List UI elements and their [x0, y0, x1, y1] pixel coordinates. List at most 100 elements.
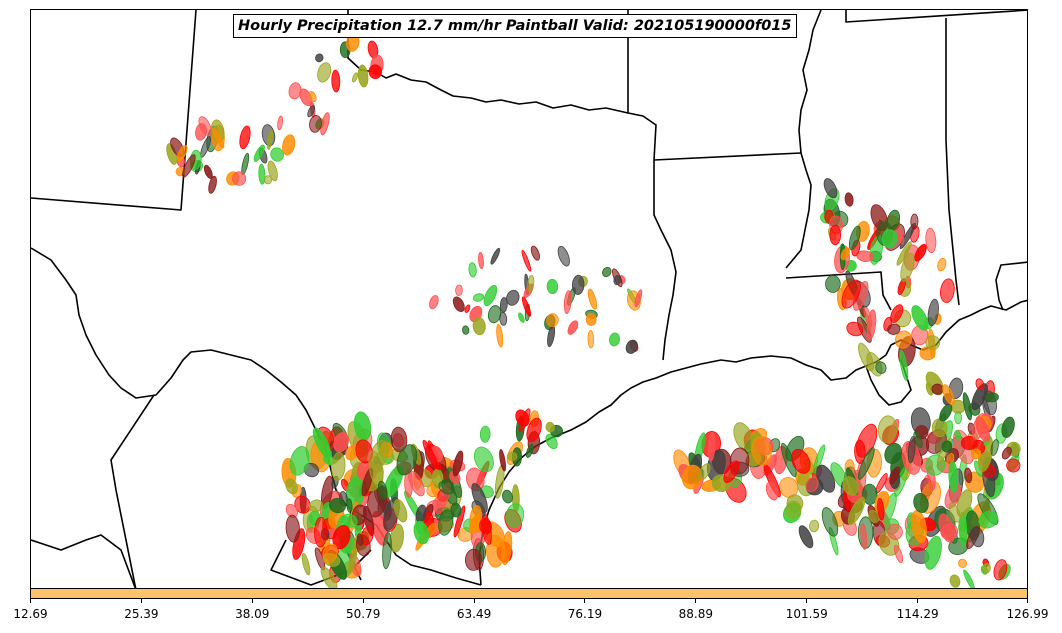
paintball-blob	[948, 461, 959, 493]
paintball-blob	[911, 305, 929, 331]
paintball-blob	[765, 481, 779, 501]
colorbar-tick-label: 38.09	[235, 607, 270, 621]
paintball-blob	[993, 559, 1008, 581]
state-border-nm-tx	[31, 10, 197, 211]
paintball-blob	[479, 425, 491, 443]
paintball-blob	[277, 115, 283, 131]
colorbar-tick-label: 76.19	[567, 607, 603, 621]
paintball-blob	[884, 442, 903, 464]
paintball-blob	[308, 499, 324, 513]
paintball-blob	[937, 257, 947, 272]
paintball-blob	[393, 499, 408, 523]
colorbar-tick	[584, 599, 586, 603]
paintball-blob	[429, 295, 439, 310]
paintball-blob	[899, 349, 909, 381]
paintball-blob	[308, 91, 317, 102]
paintball-blob	[567, 320, 579, 335]
paintball-blob	[322, 543, 338, 564]
colorbar-tick-label: 114.29	[896, 607, 939, 621]
paintball-blob	[881, 229, 898, 248]
paintball-blob	[890, 304, 904, 323]
paintball-blob	[333, 432, 349, 453]
paintball-blob	[857, 447, 875, 480]
colorbar-tick-label: 50.79	[345, 607, 381, 621]
paintball-blob	[924, 535, 942, 570]
paintball-blob	[203, 164, 213, 179]
paintball-blob	[483, 284, 498, 307]
paintball-blob	[825, 275, 841, 293]
paintball-blob	[468, 262, 477, 278]
paintball-blob	[990, 439, 999, 456]
paintball-blob	[478, 252, 484, 270]
paintball-blob	[505, 503, 525, 528]
paintball-blob	[963, 569, 975, 588]
paintball-blob	[707, 431, 716, 462]
paintball-blob	[515, 409, 530, 427]
paintball-blob	[521, 296, 532, 317]
paintball-blob	[464, 304, 471, 313]
paintball-blob	[842, 476, 859, 496]
paintball-blob	[282, 134, 296, 156]
paintball-blob	[462, 325, 470, 335]
paintball-blob	[875, 361, 887, 374]
paintball-blob	[698, 463, 711, 481]
paintball-blob	[301, 553, 311, 576]
paintball-blob	[314, 516, 328, 548]
paintball-blob	[823, 178, 838, 199]
colorbar-tick-label: 12.69	[13, 607, 48, 621]
paintball-blob	[911, 509, 927, 543]
paintball-blob	[357, 64, 369, 88]
colorbar-tick-label: 25.39	[124, 607, 159, 621]
paintball-blob	[848, 225, 861, 251]
paintball-blob	[910, 213, 919, 230]
paintball-blob	[812, 444, 826, 474]
paintball-blob	[471, 482, 488, 514]
paintball-blob	[499, 311, 508, 326]
paintball-blob	[502, 489, 513, 504]
paintball-blob	[958, 558, 967, 568]
map-canvas	[31, 10, 1027, 588]
paintball-blob	[312, 427, 332, 459]
paintball-blob	[307, 105, 316, 118]
paintball-blob	[356, 533, 364, 546]
paintball-blob	[897, 228, 905, 245]
paintball-blob	[854, 439, 866, 464]
paintball-blob	[332, 525, 351, 550]
paintball-blob	[927, 298, 939, 327]
paintball-blob	[501, 531, 513, 566]
paintball-blob	[464, 548, 483, 571]
paintball-blob	[525, 443, 534, 458]
paintball-blob	[798, 525, 814, 549]
paintball-blob	[438, 480, 455, 495]
paintball-blob	[347, 549, 358, 575]
paintball-blob	[267, 129, 273, 150]
paintball-blob	[978, 510, 999, 529]
paintball-blob	[176, 145, 188, 162]
paintball-blob	[352, 72, 358, 83]
paintball-blob	[546, 278, 559, 295]
paintball-blob	[377, 480, 388, 500]
florida-coast	[980, 299, 1027, 311]
paintball-blob	[970, 448, 982, 460]
colorbar-tick-label: 126.99	[1006, 607, 1049, 621]
paintball-blob	[472, 293, 485, 302]
paintball-blob	[452, 450, 464, 477]
paintball-blob	[453, 505, 466, 538]
paintball-blob	[858, 342, 874, 372]
colorbar-tick	[1027, 599, 1028, 603]
paintball-blob	[329, 498, 346, 514]
colorbar-tick	[806, 599, 808, 603]
paintball-blob	[1006, 458, 1021, 473]
paintball-blob	[368, 64, 383, 79]
paintball-blob	[954, 430, 962, 440]
paintball-blob	[949, 574, 961, 588]
paintball-blob	[785, 500, 802, 519]
colorbar-tick	[30, 599, 31, 603]
colorbar-tick	[695, 599, 697, 603]
paintball-blob	[253, 144, 265, 162]
paintball-blob	[587, 288, 598, 310]
paintball-blob	[862, 483, 878, 505]
paintball-blob	[473, 446, 494, 473]
paintball-blob	[499, 449, 507, 472]
paintball-blob	[985, 392, 999, 403]
